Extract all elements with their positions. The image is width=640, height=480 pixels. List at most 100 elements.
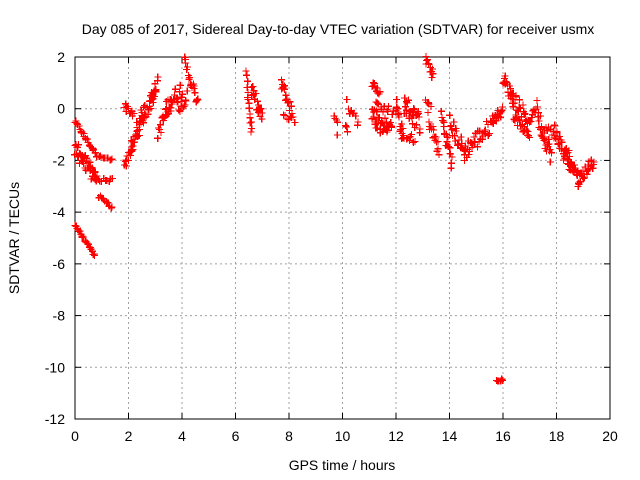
data-point — [388, 111, 396, 119]
data-point — [134, 132, 142, 140]
data-point — [466, 148, 474, 156]
data-point — [167, 104, 175, 112]
data-point — [249, 82, 257, 90]
data-point — [147, 104, 155, 112]
data-point — [333, 131, 341, 139]
data-point — [171, 85, 179, 93]
data-point — [354, 118, 362, 126]
data-point — [244, 77, 252, 85]
data-point — [343, 96, 351, 104]
data-point — [182, 97, 190, 105]
data-point — [151, 92, 159, 100]
data-point — [425, 60, 433, 68]
data-point — [129, 146, 137, 154]
data-point — [178, 90, 186, 98]
data-point — [80, 160, 88, 168]
data-point — [411, 137, 419, 145]
data-point — [393, 103, 401, 111]
data-point — [183, 63, 191, 71]
data-point — [538, 123, 546, 131]
data-point — [388, 122, 396, 130]
data-point — [533, 96, 541, 104]
data-point — [498, 375, 506, 383]
data-point — [154, 73, 162, 81]
data-point — [370, 80, 378, 88]
y-axis-label: SDTVAR / TECUs — [6, 182, 22, 294]
data-point — [448, 126, 456, 134]
data-point — [427, 102, 435, 110]
data-point — [258, 115, 266, 123]
data-point — [176, 82, 184, 90]
data-point — [186, 74, 194, 82]
data-point — [127, 147, 135, 155]
data-point — [243, 71, 251, 79]
data-point — [175, 106, 183, 114]
data-point — [124, 157, 132, 165]
y-tick-label: -6 — [53, 256, 66, 272]
data-point — [511, 99, 519, 107]
data-point — [525, 133, 533, 141]
data-point — [434, 137, 442, 145]
data-point — [247, 128, 255, 136]
x-tick-label: 14 — [442, 428, 458, 444]
data-point — [581, 174, 589, 182]
data-point — [425, 118, 433, 126]
data-point — [446, 111, 454, 119]
data-point — [86, 158, 94, 166]
data-point — [280, 85, 288, 93]
data-point — [446, 144, 454, 152]
data-point — [478, 135, 486, 143]
data-point — [282, 91, 290, 99]
data-point — [497, 108, 505, 116]
data-point — [376, 88, 384, 96]
data-point — [191, 89, 199, 97]
data-point — [512, 93, 520, 101]
data-point — [277, 76, 285, 84]
data-point — [130, 138, 138, 146]
data-point — [135, 125, 143, 133]
data-point — [447, 150, 455, 158]
y-tick-label: -10 — [45, 359, 65, 375]
x-tick-label: 16 — [495, 428, 511, 444]
y-tick-label: -4 — [53, 204, 66, 220]
data-point — [381, 114, 389, 122]
y-tick-label: -12 — [45, 411, 65, 427]
data-point — [252, 89, 260, 97]
data-point — [409, 120, 417, 128]
data-point — [547, 149, 555, 157]
data-point — [384, 126, 392, 134]
data-point — [333, 118, 341, 126]
data-point — [414, 110, 422, 118]
data-point — [524, 128, 532, 136]
data-point — [173, 98, 181, 106]
data-point — [450, 118, 458, 126]
data-point — [78, 128, 86, 136]
data-point — [443, 138, 451, 146]
data-point — [163, 111, 171, 119]
y-tick-label: 0 — [57, 101, 65, 117]
data-point — [485, 129, 493, 137]
data-point — [104, 199, 112, 207]
data-point — [76, 227, 84, 235]
data-point — [387, 119, 395, 127]
data-point — [405, 136, 413, 144]
data-point — [447, 164, 455, 172]
data-point — [429, 70, 437, 78]
data-point — [424, 56, 432, 64]
data-point — [344, 128, 352, 136]
data-point — [91, 252, 99, 260]
y-tick-label: 2 — [57, 49, 65, 65]
data-point — [520, 110, 528, 118]
data-point — [246, 119, 254, 127]
data-point — [448, 153, 456, 161]
data-point — [452, 127, 460, 135]
data-point — [398, 120, 406, 128]
data-point — [74, 152, 82, 160]
x-tick-label: 2 — [125, 428, 133, 444]
data-point — [257, 105, 265, 113]
data-point — [138, 108, 146, 116]
data-point — [373, 108, 381, 116]
data-points — [71, 52, 598, 385]
